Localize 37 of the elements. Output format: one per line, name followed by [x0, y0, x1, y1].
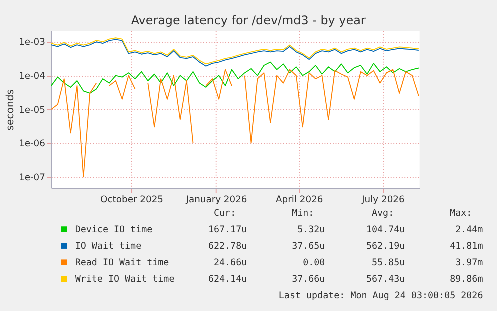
text: Max: [450, 208, 472, 219]
line-series [51, 62, 420, 94]
text: 562.19u [366, 240, 406, 252]
text: Last update: Mon Aug 24 03:00:05 2026 [278, 290, 484, 302]
text: 104.74u [366, 224, 406, 236]
text: Cur: [214, 208, 236, 219]
text: 37.66u [292, 274, 326, 285]
text: 5.32u [298, 224, 326, 236]
y-tick-label: 1e-03 [19, 37, 46, 48]
x-tick-label: January 2026 [185, 194, 248, 206]
x-tick-label: October 2025 [100, 194, 164, 206]
legend-label: Read IO Wait time [75, 257, 170, 268]
text: Min: [292, 208, 314, 219]
text: 622.78u [208, 240, 248, 252]
text: 41.81m [450, 240, 484, 252]
text: 3.97m [456, 257, 484, 268]
y-axis-title: seconds [5, 89, 16, 131]
text: 55.85u [372, 257, 406, 268]
chart-title: Average latency for /dev/md3 - by year [131, 14, 366, 28]
legend-label: Write IO Wait time [75, 274, 175, 285]
text: 0.00 [303, 257, 326, 268]
y-tick-label: 1e-07 [19, 172, 46, 184]
text: 624.14u [208, 274, 248, 285]
text: 167.17u [208, 224, 248, 236]
y-tick-label: 1e-05 [19, 104, 46, 116]
text: 89.86m [450, 274, 484, 285]
text: 37.65u [292, 240, 326, 252]
text: 567.43u [366, 274, 406, 285]
x-tick-label: July 2026 [361, 194, 405, 206]
x-tick-label: April 2026 [276, 194, 324, 206]
legend-label: IO Wait time [75, 240, 142, 252]
text: 2.44m [456, 224, 484, 236]
y-tick-label: 1e-06 [19, 138, 46, 150]
text: 24.66u [214, 257, 248, 268]
legend-label: Device IO time [75, 224, 153, 236]
text: Avg: [372, 208, 394, 219]
y-tick-label: 1e-04 [19, 70, 46, 82]
